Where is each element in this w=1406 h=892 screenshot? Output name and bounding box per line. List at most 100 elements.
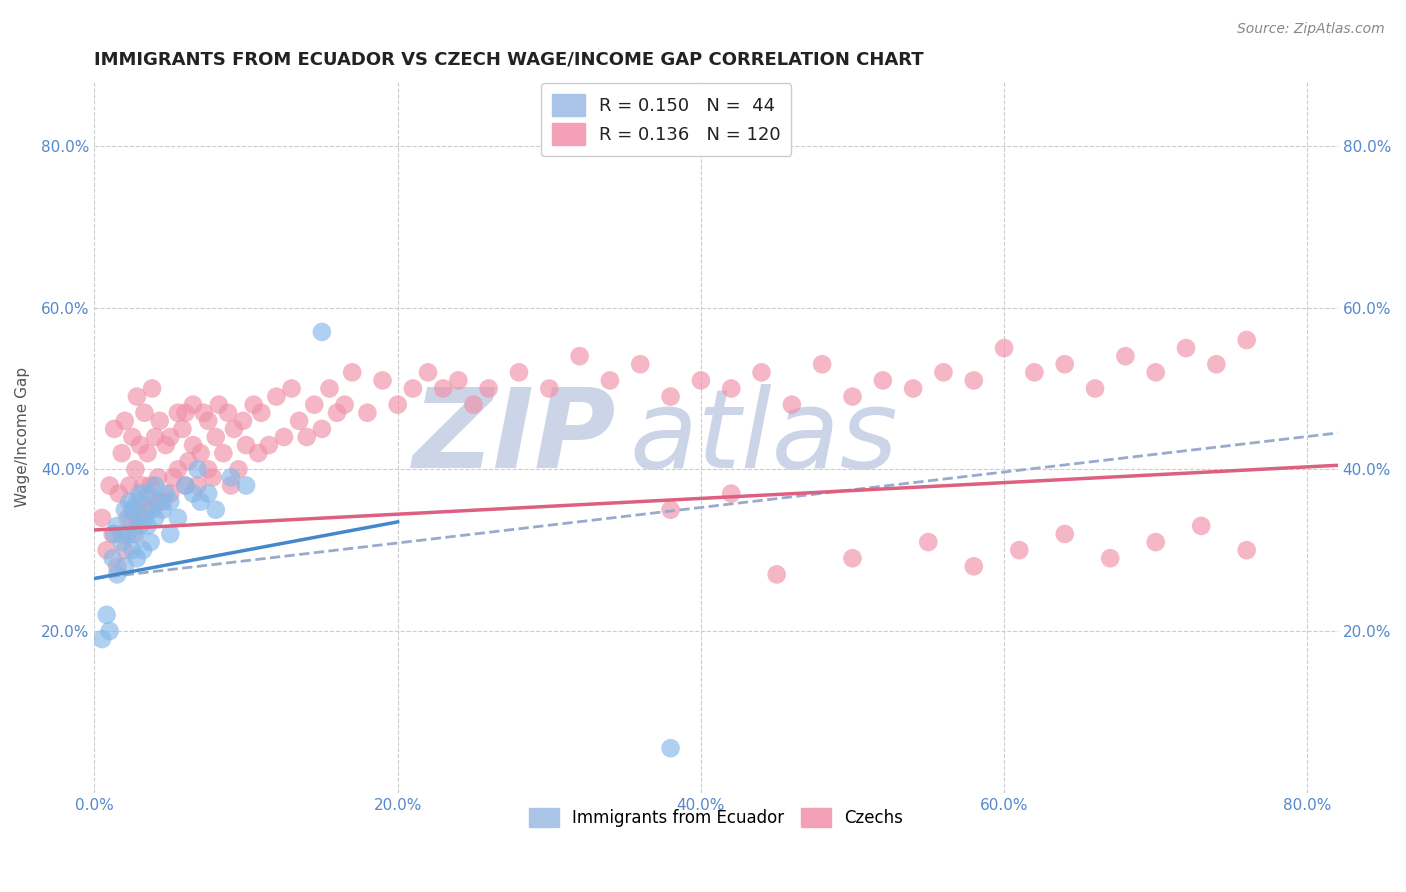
Point (402, 382, 425, 396)
Point (132, 478, 155, 492)
Point (139, 535, 162, 549)
Point (136, 519, 159, 533)
Point (333, 398, 356, 412)
Point (247, 446, 270, 460)
Point (1084, 382, 1107, 396)
Point (107, 486, 129, 500)
Point (166, 462, 188, 476)
Text: IMMIGRANTS FROM ECUADOR VS CZECH WAGE/INCOME GAP CORRELATION CHART: IMMIGRANTS FROM ECUADOR VS CZECH WAGE/IN… (94, 51, 924, 69)
Point (136, 486, 159, 500)
Point (91, 632, 114, 646)
Point (508, 365, 530, 379)
Point (174, 478, 197, 492)
Point (146, 494, 169, 508)
Point (124, 527, 146, 541)
Point (125, 551, 148, 566)
Point (139, 478, 162, 492)
Point (159, 430, 181, 444)
Point (143, 494, 166, 508)
Point (143, 511, 166, 525)
Point (121, 502, 143, 516)
Point (416, 365, 439, 379)
Point (174, 478, 197, 492)
Point (811, 357, 834, 371)
Point (371, 373, 394, 387)
Point (91, 511, 114, 525)
Point (963, 559, 986, 574)
Point (143, 430, 166, 444)
Point (190, 494, 212, 508)
Point (162, 470, 184, 484)
Point (720, 486, 742, 500)
Point (118, 478, 141, 492)
Point (103, 422, 125, 436)
Point (105, 559, 128, 574)
Point (117, 527, 139, 541)
Point (235, 438, 257, 452)
Point (242, 398, 264, 412)
Point (121, 511, 143, 525)
Point (204, 502, 226, 516)
Point (208, 398, 231, 412)
Point (356, 406, 378, 420)
Point (121, 430, 143, 444)
Point (136, 446, 159, 460)
Point (129, 438, 152, 452)
Point (155, 438, 177, 452)
Point (149, 414, 172, 428)
Point (1008, 543, 1031, 558)
Point (166, 511, 188, 525)
Point (159, 486, 181, 500)
Point (463, 398, 485, 412)
Point (217, 406, 239, 420)
Point (117, 511, 139, 525)
Point (143, 478, 166, 492)
Point (114, 543, 136, 558)
Point (172, 422, 194, 436)
Point (932, 365, 955, 379)
Point (114, 559, 136, 574)
Point (659, 502, 682, 516)
Point (340, 365, 363, 379)
Point (568, 349, 591, 363)
Point (96, 607, 118, 622)
Point (917, 535, 939, 549)
Point (193, 406, 215, 420)
Point (751, 365, 773, 379)
Point (197, 486, 219, 500)
Point (114, 414, 136, 428)
Point (1144, 365, 1167, 379)
Point (1024, 365, 1046, 379)
Point (187, 462, 209, 476)
Point (659, 741, 682, 756)
Point (197, 414, 219, 428)
Point (1205, 357, 1227, 371)
Point (134, 511, 156, 525)
Point (201, 470, 224, 484)
Point (720, 382, 742, 396)
Point (114, 502, 136, 516)
Point (121, 543, 143, 558)
Point (105, 567, 128, 582)
Point (690, 373, 713, 387)
Point (1236, 333, 1258, 347)
Point (96, 543, 118, 558)
Point (304, 398, 326, 412)
Point (204, 430, 226, 444)
Point (901, 382, 924, 396)
Point (111, 527, 134, 541)
Point (181, 438, 204, 452)
Point (311, 325, 333, 339)
Point (152, 502, 174, 516)
Point (111, 535, 134, 549)
Point (141, 382, 163, 396)
Point (181, 398, 204, 412)
Point (98, 478, 121, 492)
Text: Source: ZipAtlas.com: Source: ZipAtlas.com (1237, 22, 1385, 37)
Point (166, 406, 188, 420)
Text: atlas: atlas (628, 384, 897, 491)
Point (288, 414, 311, 428)
Point (841, 390, 863, 404)
Point (1189, 519, 1212, 533)
Point (118, 494, 141, 508)
